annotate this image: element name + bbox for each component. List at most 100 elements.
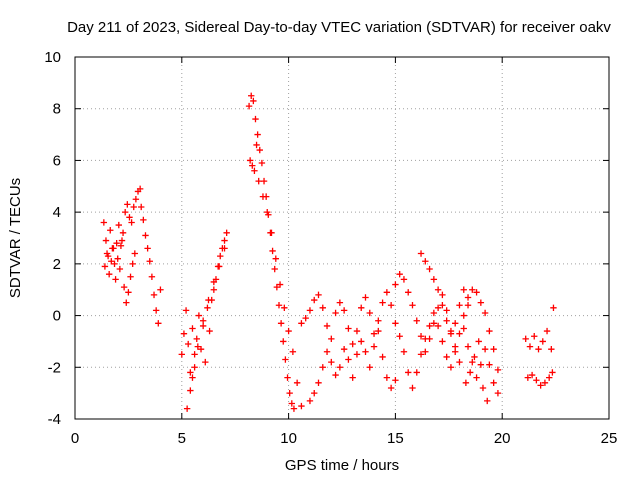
data-point xyxy=(182,307,190,314)
data-point xyxy=(202,358,209,366)
data-point xyxy=(537,382,544,389)
data-point xyxy=(118,237,126,244)
data-point xyxy=(400,348,408,355)
data-point xyxy=(533,377,540,384)
data-point xyxy=(456,330,463,337)
data-point xyxy=(284,374,291,381)
data-point xyxy=(353,351,361,358)
data-point xyxy=(206,327,213,335)
data-point xyxy=(430,320,438,327)
data-point xyxy=(302,314,309,322)
data-point xyxy=(392,320,399,327)
data-point xyxy=(116,265,124,273)
series-seg-f xyxy=(245,92,298,412)
data-point xyxy=(191,351,198,358)
data-point xyxy=(254,131,261,138)
data-point xyxy=(524,374,532,381)
data-point xyxy=(210,278,218,286)
data-point xyxy=(387,302,395,309)
series-seg-a xyxy=(100,185,144,268)
data-point xyxy=(144,245,151,252)
data-point xyxy=(486,327,493,335)
data-point xyxy=(275,302,283,309)
data-point xyxy=(119,229,127,237)
data-point xyxy=(298,320,305,327)
data-point xyxy=(117,242,125,249)
data-point xyxy=(150,291,158,299)
data-point xyxy=(298,402,305,410)
data-point xyxy=(422,258,429,265)
data-point xyxy=(417,250,425,257)
data-point xyxy=(189,325,196,332)
data-point xyxy=(531,333,538,340)
data-point xyxy=(550,304,557,312)
data-point xyxy=(345,325,352,332)
data-point xyxy=(100,219,108,226)
data-point xyxy=(358,304,365,312)
data-point xyxy=(379,299,386,306)
data-point xyxy=(105,271,113,278)
series-seg-i xyxy=(306,327,399,405)
data-point xyxy=(443,353,450,361)
data-point xyxy=(392,281,399,288)
data-point xyxy=(259,193,267,200)
data-point xyxy=(409,302,416,309)
data-point xyxy=(306,307,314,314)
x-tick-label: 20 xyxy=(494,430,511,447)
data-point xyxy=(180,330,188,337)
data-point xyxy=(123,299,130,306)
series-seg-b xyxy=(101,237,139,306)
data-point xyxy=(191,364,198,371)
data-point xyxy=(127,273,134,280)
y-tick-label: 10 xyxy=(44,49,61,66)
data-point xyxy=(152,307,160,314)
data-point xyxy=(245,102,253,110)
data-point xyxy=(273,283,281,291)
data-point xyxy=(194,343,202,350)
data-point xyxy=(340,307,348,314)
data-point xyxy=(113,239,120,247)
y-tick-label: -2 xyxy=(48,359,61,376)
tick-labels: 0 5 10 15 20 25 -4 -2 0 2 4 6 8 10 xyxy=(44,49,617,447)
data-point xyxy=(460,286,467,293)
series-seg-d xyxy=(178,229,230,376)
plot-frame xyxy=(74,56,610,420)
data-point xyxy=(140,216,147,224)
data-point xyxy=(251,167,258,174)
data-point xyxy=(146,258,153,265)
data-point xyxy=(477,361,485,368)
data-point xyxy=(125,289,132,296)
data-point xyxy=(545,374,553,381)
axis-ticks xyxy=(74,56,610,420)
data-point xyxy=(541,379,549,386)
data-point xyxy=(323,348,331,355)
y-tick-label: 6 xyxy=(53,152,61,169)
data-point xyxy=(548,345,555,353)
x-tick-label: 0 xyxy=(71,430,79,447)
data-point xyxy=(183,405,191,412)
data-point xyxy=(293,379,301,386)
data-point xyxy=(443,307,450,314)
data-point xyxy=(328,335,335,343)
series-seg-e xyxy=(183,245,228,412)
data-point xyxy=(484,397,491,405)
data-point xyxy=(345,356,352,363)
data-point xyxy=(358,338,365,345)
data-point xyxy=(129,260,136,268)
y-tick-label: 4 xyxy=(53,204,61,221)
data-point xyxy=(490,345,497,353)
data-point xyxy=(426,322,433,330)
data-point xyxy=(103,250,111,257)
data-point xyxy=(340,345,348,353)
x-tick-label: 25 xyxy=(601,430,618,447)
series-seg-c xyxy=(138,203,164,327)
data-point xyxy=(199,317,207,324)
data-point xyxy=(205,296,212,304)
data-point xyxy=(210,286,218,293)
data-point xyxy=(422,348,429,355)
data-point xyxy=(366,364,373,371)
data-point xyxy=(535,345,542,353)
data-point xyxy=(286,389,293,397)
data-point xyxy=(277,320,285,327)
